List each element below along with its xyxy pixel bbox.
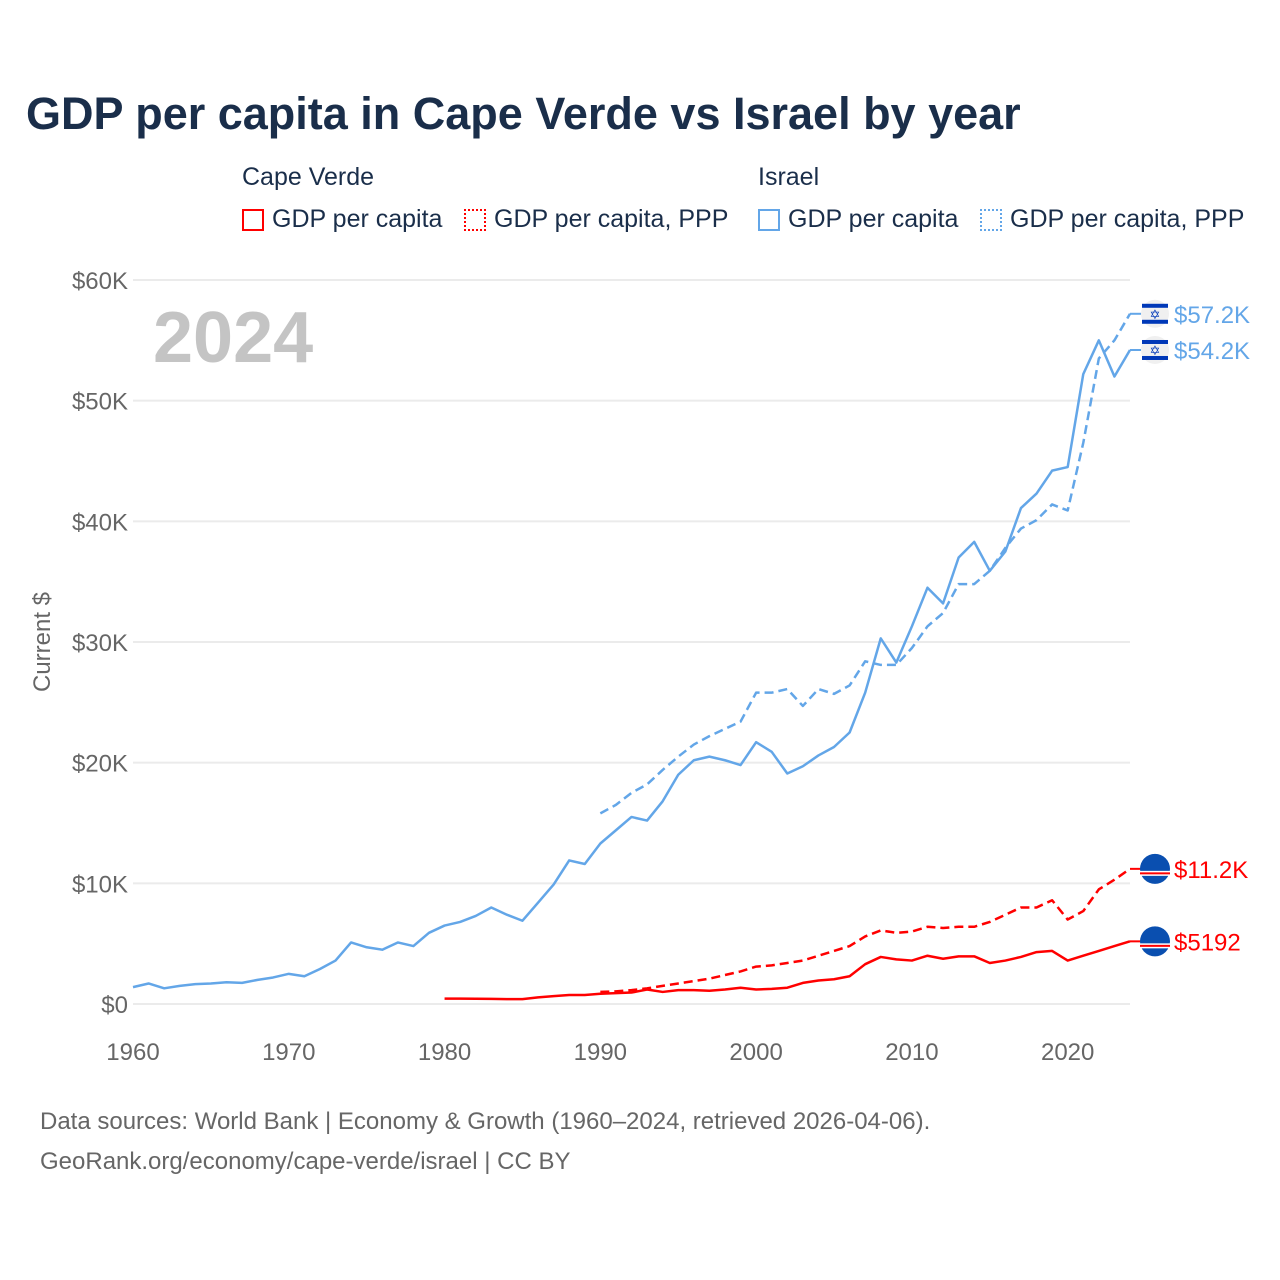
star-of-david-icon: ✡	[1150, 343, 1161, 358]
cape-verde-flag-icon	[1140, 926, 1170, 957]
israel-flag-stripe	[1142, 319, 1168, 324]
x-tick-label: 1980	[418, 1039, 471, 1066]
legend-item-il-gdp[interactable]: GDP per capita	[758, 205, 958, 234]
y-axis-label: Current $	[29, 592, 56, 692]
x-tick-label: 2020	[1041, 1039, 1094, 1066]
y-tick-label: $10K	[72, 871, 128, 898]
series-line	[599, 313, 1132, 815]
x-tick-label: 2000	[729, 1039, 782, 1066]
y-tick-label: $50K	[72, 389, 128, 416]
legend-label: GDP per capita, PPP	[1010, 205, 1245, 233]
plot-area: 2024 Current $ $0 $10K $20K $30K $40K $50K $60…	[29, 268, 1250, 1066]
footer-sources: Data sources: World Bank | Economy & Gro…	[40, 1108, 931, 1135]
legend-swatch-dotted-blue	[980, 208, 1002, 231]
series-line	[132, 339, 1132, 990]
x-tick-label: 1970	[262, 1039, 315, 1066]
legend-item-il-ppp[interactable]: GDP per capita, PPP	[980, 205, 1244, 234]
legend-item-cv-ppp[interactable]: GDP per capita, PPP	[464, 205, 728, 234]
legend-item-cv-gdp[interactable]: GDP per capita	[242, 205, 442, 234]
legend-group-israel: Israel	[758, 163, 820, 191]
year-watermark: 2024	[153, 298, 313, 378]
x-tick-label: 1990	[574, 1039, 627, 1066]
end-value-label: $11.2K	[1174, 857, 1248, 884]
israel-flag-stripe	[1142, 303, 1168, 308]
y-tick-label: $60K	[72, 268, 128, 295]
legend-swatch-solid-red	[242, 208, 264, 231]
end-value-label: $5192	[1174, 929, 1241, 956]
series-line	[444, 940, 1131, 1001]
series-line	[600, 867, 1131, 994]
x-tick-label: 1960	[106, 1039, 159, 1066]
legend-swatch-dotted-red	[464, 208, 486, 231]
chart-title: GDP per capita in Cape Verde vs Israel b…	[26, 88, 1021, 139]
legend-swatch-solid-blue	[758, 208, 780, 231]
footer-link[interactable]: GeoRank.org/economy/cape-verde/israel | …	[40, 1148, 571, 1175]
y-tick-label: $40K	[72, 509, 128, 536]
israel-flag-stripe	[1142, 339, 1168, 344]
y-tick-label: $20K	[72, 751, 128, 778]
legend-label: GDP per capita, PPP	[494, 205, 729, 233]
legend-group-cape-verde: Cape Verde	[242, 163, 375, 191]
y-tick-label: $0	[101, 992, 128, 1019]
cape-verde-flag-icon	[1140, 853, 1170, 884]
cape-verde-flag-stripe	[1140, 872, 1170, 875]
star-of-david-icon: ✡	[1150, 307, 1161, 322]
israel-flag-stripe	[1142, 355, 1168, 360]
legend-label: GDP per capita	[788, 205, 959, 233]
legend-label: GDP per capita	[272, 205, 443, 233]
y-tick-label: $30K	[72, 630, 128, 657]
cape-verde-flag-stripe	[1140, 944, 1170, 947]
end-value-label: $57.2K	[1174, 302, 1250, 329]
end-value-label: $54.2K	[1174, 338, 1250, 365]
x-tick-label: 2010	[885, 1039, 938, 1066]
